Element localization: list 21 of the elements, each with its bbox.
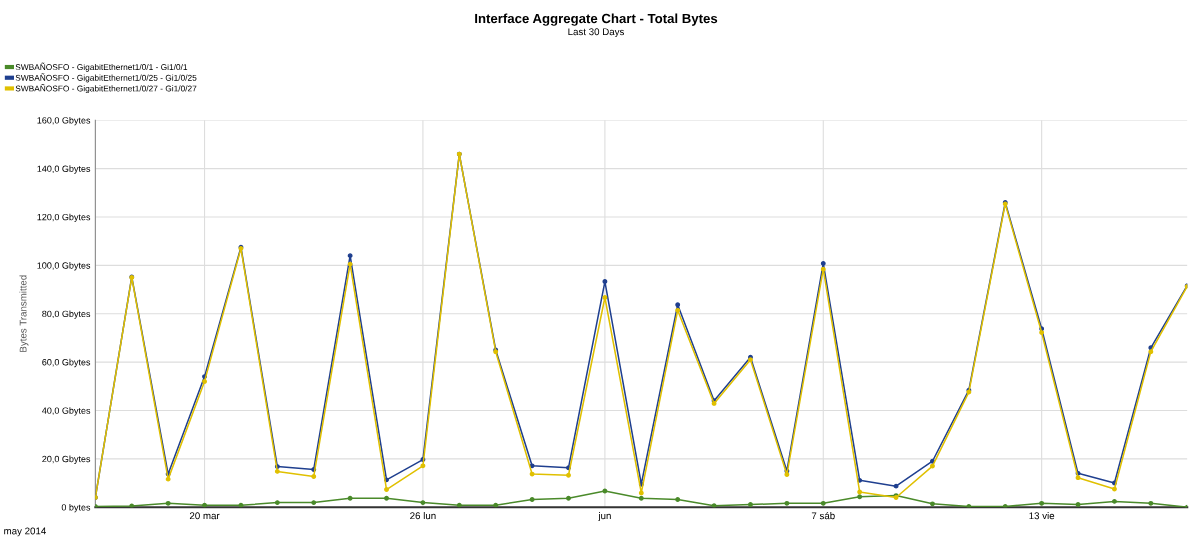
x-tick-label: jun: [598, 512, 611, 522]
y-tick-label: 80,0 Gbytes: [42, 310, 91, 319]
x-tick-label: 13 vie: [1029, 512, 1055, 520]
y-tick-label: 140,0 Gbytes: [37, 165, 91, 174]
y-tick-label: 100,0 Gbytes: [37, 262, 91, 271]
y-tick-label: 160,0 Gbytes: [37, 116, 91, 126]
y-tick-label: 120,0 Gbytes: [37, 213, 91, 223]
y-tick-label: 40,0 Gbytes: [42, 407, 91, 416]
chart-title: Interface Aggregate Chart - Total Bytes: [475, 13, 718, 26]
x-tick-label: 7 sáb: [811, 511, 835, 520]
legend-label: SWBAÑOSFO - GigabitEthernet1/0/1 - Gi1/0/1: [15, 62, 188, 72]
legend-label: SWBAÑOSFO - GigabitEthernet1/0/25 - Gi1/0/25: [15, 73, 197, 83]
y-axis-title: Bytes Transmitted: [19, 275, 29, 352]
chart-subtitle: Last 30 Days: [568, 28, 625, 38]
x-tick-label: 20 mar: [189, 512, 220, 520]
text: may 2014: [4, 527, 46, 537]
legend-label: SWBAÑOSFO - GigabitEthernet1/0/27 - Gi1/0/27: [15, 84, 197, 94]
y-tick-label: 0 bytes: [61, 503, 91, 513]
x-tick-label: 26 lun: [410, 512, 436, 520]
y-tick-label: 20,0 Gbytes: [42, 455, 91, 464]
y-tick-label: 60,0 Gbytes: [42, 358, 91, 368]
